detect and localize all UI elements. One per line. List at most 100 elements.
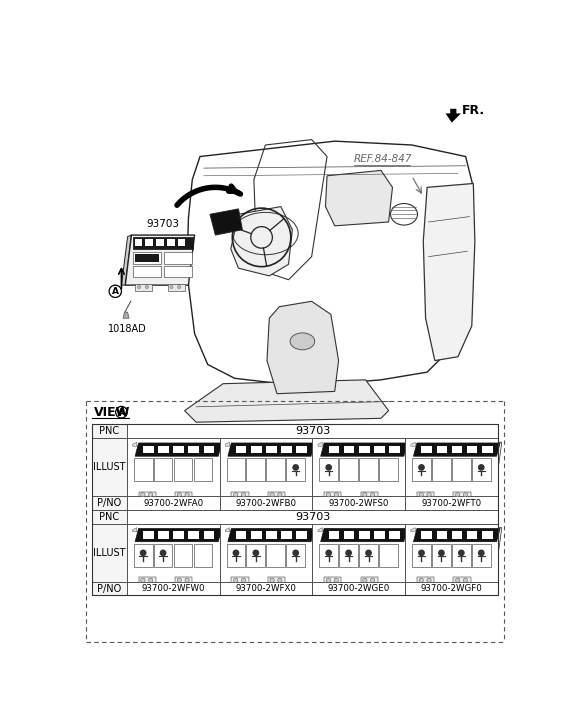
Bar: [92, 438, 127, 496]
Bar: [164, 266, 192, 278]
Bar: [127, 524, 220, 582]
Circle shape: [427, 493, 431, 497]
Circle shape: [345, 550, 352, 556]
Circle shape: [160, 550, 166, 556]
Bar: [133, 266, 161, 278]
Bar: [405, 496, 498, 510]
Bar: [296, 531, 307, 539]
Bar: [312, 496, 405, 510]
Polygon shape: [360, 577, 378, 583]
Bar: [143, 446, 154, 454]
Bar: [452, 458, 471, 481]
Polygon shape: [228, 529, 315, 542]
Bar: [251, 446, 261, 454]
Text: PNC: PNC: [100, 427, 120, 436]
Polygon shape: [494, 445, 498, 490]
Circle shape: [141, 493, 145, 497]
Bar: [127, 496, 220, 510]
Bar: [143, 531, 154, 539]
Bar: [134, 254, 159, 262]
Bar: [154, 458, 172, 481]
Bar: [432, 544, 451, 567]
Text: 93703: 93703: [295, 512, 330, 522]
Circle shape: [463, 578, 467, 582]
Bar: [422, 446, 432, 454]
Polygon shape: [414, 443, 500, 457]
Circle shape: [371, 493, 375, 497]
Bar: [220, 496, 312, 510]
Bar: [281, 531, 292, 539]
Bar: [344, 446, 355, 454]
Polygon shape: [453, 577, 471, 583]
Bar: [236, 531, 247, 539]
Bar: [344, 531, 355, 539]
Circle shape: [178, 286, 181, 289]
Polygon shape: [130, 528, 224, 578]
Bar: [319, 458, 338, 481]
Polygon shape: [360, 491, 378, 498]
Bar: [359, 531, 370, 539]
Polygon shape: [324, 491, 341, 498]
Circle shape: [463, 493, 467, 497]
Bar: [389, 446, 400, 454]
Bar: [220, 582, 312, 595]
Polygon shape: [231, 577, 249, 583]
Bar: [92, 425, 498, 595]
Text: 93700-2WFT0: 93700-2WFT0: [422, 499, 482, 507]
Bar: [220, 524, 312, 582]
Bar: [247, 544, 265, 567]
Polygon shape: [414, 529, 500, 542]
Polygon shape: [318, 528, 323, 531]
Text: A: A: [112, 286, 119, 296]
Polygon shape: [402, 530, 405, 575]
Circle shape: [145, 286, 148, 289]
Bar: [174, 544, 192, 567]
Bar: [422, 531, 432, 539]
Polygon shape: [138, 491, 156, 498]
Bar: [467, 531, 478, 539]
Polygon shape: [123, 312, 129, 318]
Circle shape: [170, 286, 173, 289]
Bar: [412, 458, 431, 481]
Polygon shape: [223, 442, 316, 492]
Circle shape: [458, 550, 464, 556]
Bar: [158, 446, 169, 454]
Circle shape: [365, 550, 372, 556]
Bar: [173, 531, 184, 539]
Circle shape: [233, 493, 238, 497]
Text: 93700-2WFX0: 93700-2WFX0: [236, 584, 296, 593]
Polygon shape: [135, 529, 222, 542]
Bar: [452, 446, 462, 454]
Bar: [193, 544, 212, 567]
Bar: [92, 524, 127, 582]
Bar: [251, 531, 261, 539]
Bar: [127, 510, 498, 524]
Text: 1018AD: 1018AD: [108, 324, 146, 334]
Text: 93700-2WGF0: 93700-2WGF0: [420, 584, 482, 593]
Circle shape: [334, 578, 339, 582]
Polygon shape: [130, 442, 224, 492]
Polygon shape: [216, 445, 219, 490]
Bar: [178, 239, 185, 246]
Bar: [188, 446, 199, 454]
Circle shape: [334, 493, 339, 497]
Bar: [236, 446, 247, 454]
Ellipse shape: [290, 333, 315, 350]
Text: PNC: PNC: [100, 512, 120, 522]
Text: 93700-2WFS0: 93700-2WFS0: [328, 499, 389, 507]
Bar: [452, 531, 462, 539]
Circle shape: [363, 578, 367, 582]
Polygon shape: [231, 491, 249, 498]
Polygon shape: [267, 301, 339, 394]
Circle shape: [478, 550, 484, 556]
Bar: [133, 252, 161, 264]
Polygon shape: [411, 528, 415, 531]
Bar: [134, 544, 153, 567]
Circle shape: [438, 550, 445, 556]
Bar: [204, 531, 214, 539]
Circle shape: [418, 550, 425, 556]
Bar: [266, 531, 277, 539]
Polygon shape: [324, 577, 341, 583]
Polygon shape: [175, 491, 192, 498]
Polygon shape: [216, 530, 219, 575]
